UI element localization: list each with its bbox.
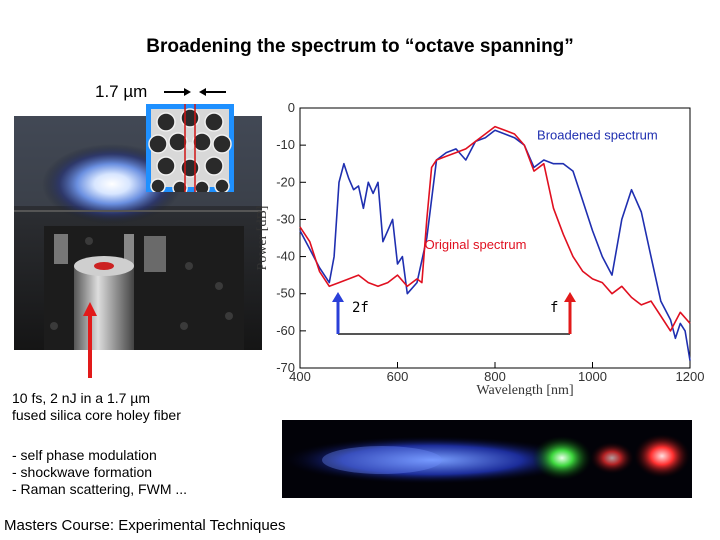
marker-2f-label: 2f (352, 300, 369, 316)
x-tick-label: 1200 (676, 369, 705, 384)
spectrum-chart: 400 600 800 1000 1200 0 -10 -20 -30 -40 -50 -60 -70 W… (255, 100, 705, 396)
dispersed-beam-photo (282, 420, 692, 498)
plot-area (299, 107, 691, 369)
x-tick-label: 1000 (578, 369, 607, 384)
series-original-line (299, 125, 691, 332)
fiber-core-size-label: 1.7 µm (95, 82, 148, 101)
marker-f-arrowhead (564, 292, 576, 302)
x-tick-label: 600 (387, 369, 409, 384)
effect-item: - shockwave formation (12, 464, 153, 480)
x-axis-label: Wavelength [nm] (476, 383, 573, 396)
fiber-pointer-arrow (83, 302, 97, 378)
effect-item: - Raman scattering, FWM ... (12, 481, 188, 497)
marker-f-label: f (550, 300, 558, 316)
fiber-caption: 10 fs, 2 nJ in a 1.7 µm fused silica cor… (12, 390, 181, 424)
course-footer: Masters Course: Experimental Techniques (4, 517, 286, 534)
y-tick-label: -20 (276, 174, 295, 189)
slide-title: Broadening the spectrum to “octave spann… (146, 36, 574, 57)
y-axis-label: Power [dB] (255, 206, 270, 271)
x-tick-label: 800 (484, 369, 506, 384)
y-tick-label: -30 (276, 211, 295, 226)
x-tick-label: 400 (289, 369, 311, 384)
y-tick-label: -10 (276, 137, 295, 152)
nonlinear-effects-list: - self phase modulation - shockwave form… (12, 447, 187, 498)
annotation-original: Original spectrum (425, 237, 527, 252)
caption-line: 10 fs, 2 nJ in a 1.7 µm (12, 390, 151, 406)
y-tick-label: 0 (288, 100, 295, 115)
marker-2f-arrowhead (332, 292, 344, 302)
y-tick-label: -60 (276, 323, 295, 338)
y-tick-label: -40 (276, 249, 295, 264)
y-tick-label: -70 (276, 360, 295, 375)
y-tick-label: -50 (276, 286, 295, 301)
core-size-arrows (164, 88, 226, 96)
caption-line: fused silica core holey fiber (12, 407, 181, 423)
annotation-broadened: Broadened spectrum (537, 128, 658, 143)
effect-item: - self phase modulation (12, 447, 157, 463)
holey-fiber-cross-section (146, 104, 234, 192)
series-broadened-line (299, 129, 691, 361)
lab-setup-photo (14, 116, 262, 350)
